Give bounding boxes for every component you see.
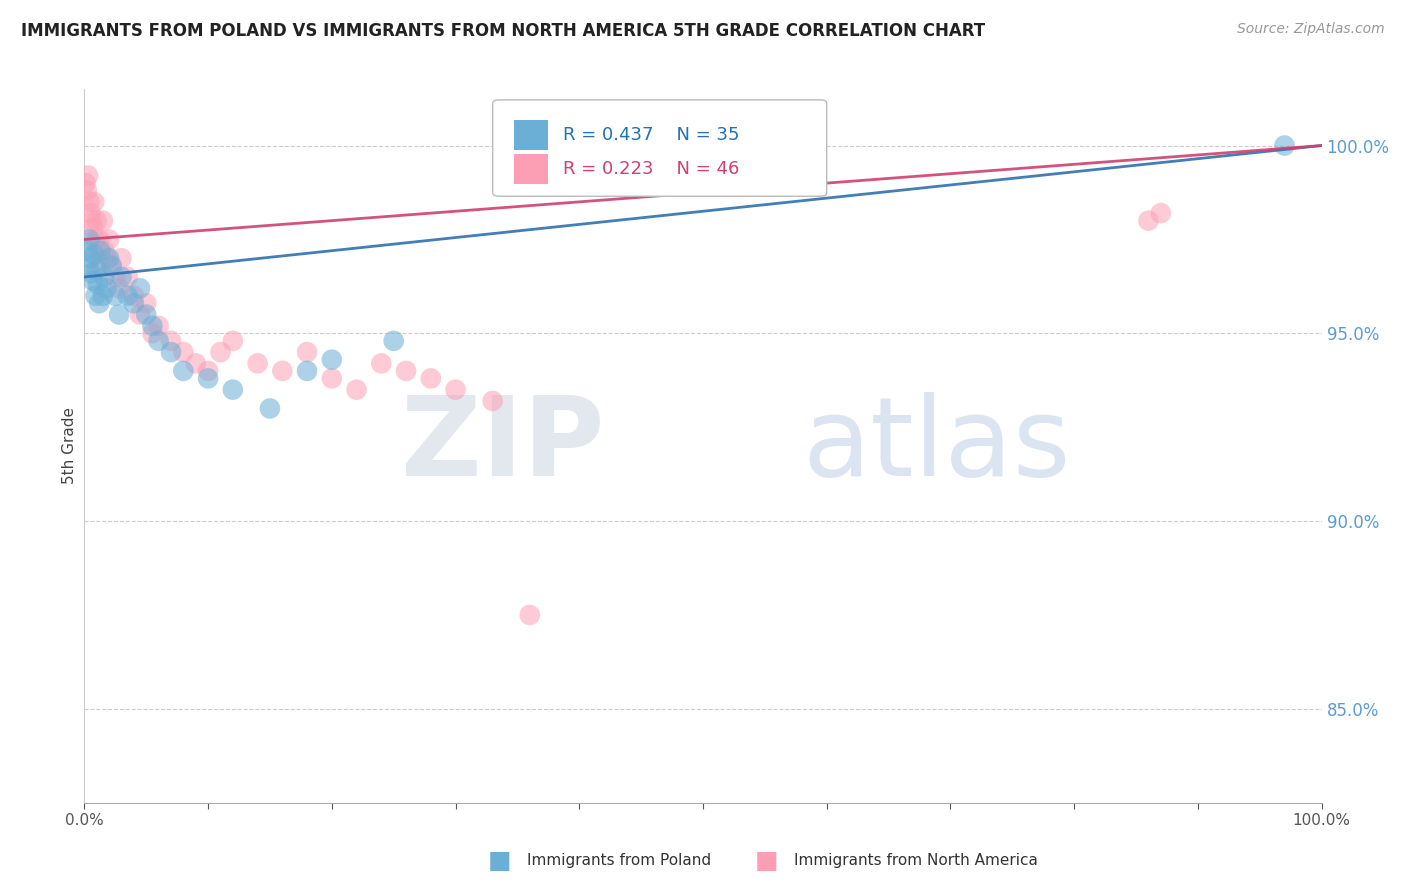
Point	[76, 244, 98, 258]
Point	[222, 334, 245, 348]
Text: atlas: atlas	[801, 392, 1070, 500]
Point	[91, 213, 114, 227]
Text: Source: ZipAtlas.com: Source: ZipAtlas.com	[1237, 22, 1385, 37]
Point	[93, 244, 115, 258]
Point	[172, 364, 194, 378]
Point	[110, 251, 132, 265]
Point	[382, 334, 405, 348]
Point	[87, 277, 110, 292]
Point	[86, 262, 108, 277]
Point	[108, 308, 131, 322]
Point	[395, 364, 418, 378]
Point	[209, 345, 232, 359]
Point	[83, 247, 105, 261]
Point	[84, 289, 107, 303]
Point	[96, 281, 118, 295]
Y-axis label: 5th Grade: 5th Grade	[62, 408, 77, 484]
Point	[222, 383, 245, 397]
Point	[246, 356, 269, 370]
Point	[160, 334, 183, 348]
Point	[295, 345, 318, 359]
Point	[76, 184, 98, 198]
Point	[259, 401, 281, 416]
Point	[93, 270, 115, 285]
Point	[122, 289, 145, 303]
Point	[160, 345, 183, 359]
Point	[96, 251, 118, 265]
Point	[77, 169, 100, 183]
Point	[141, 326, 163, 341]
Point	[444, 383, 467, 397]
FancyBboxPatch shape	[492, 100, 827, 196]
FancyBboxPatch shape	[513, 154, 548, 184]
Point	[295, 364, 318, 378]
Point	[419, 371, 441, 385]
Point	[80, 266, 103, 280]
Point	[117, 270, 139, 285]
Point	[271, 364, 294, 378]
Point	[80, 213, 103, 227]
Point	[79, 232, 101, 246]
Point	[135, 296, 157, 310]
Point	[117, 289, 139, 303]
Point	[89, 244, 111, 258]
Point	[86, 213, 108, 227]
Point	[197, 371, 219, 385]
Point	[98, 251, 121, 265]
Point	[82, 274, 104, 288]
Point	[79, 206, 101, 220]
Point	[141, 318, 163, 333]
Point	[82, 221, 104, 235]
Point	[1137, 213, 1160, 227]
Text: R = 0.437    N = 35: R = 0.437 N = 35	[564, 126, 740, 144]
Text: ■: ■	[488, 849, 510, 872]
Point	[370, 356, 392, 370]
Text: Immigrants from Poland: Immigrants from Poland	[527, 854, 711, 868]
Point	[84, 232, 107, 246]
Point	[89, 296, 111, 310]
Point	[135, 308, 157, 322]
Point	[148, 334, 170, 348]
Point	[1150, 206, 1173, 220]
Point	[89, 259, 111, 273]
Point	[100, 259, 122, 273]
Point	[129, 281, 152, 295]
Point	[79, 251, 101, 265]
Point	[110, 270, 132, 285]
Point	[148, 318, 170, 333]
Point	[87, 244, 110, 258]
Point	[519, 607, 541, 622]
Point	[122, 296, 145, 310]
Point	[481, 393, 503, 408]
Text: ■: ■	[755, 849, 778, 872]
Text: R = 0.223    N = 46: R = 0.223 N = 46	[564, 161, 740, 178]
Point	[75, 176, 97, 190]
Point	[104, 270, 127, 285]
Point	[91, 289, 114, 303]
FancyBboxPatch shape	[513, 120, 548, 150]
Text: ZIP: ZIP	[401, 392, 605, 500]
Point	[197, 364, 219, 378]
Point	[321, 352, 343, 367]
Text: IMMIGRANTS FROM POLAND VS IMMIGRANTS FROM NORTH AMERICA 5TH GRADE CORRELATION CH: IMMIGRANTS FROM POLAND VS IMMIGRANTS FRO…	[21, 22, 986, 40]
Point	[108, 281, 131, 295]
Point	[172, 345, 194, 359]
Point	[98, 232, 121, 246]
Point	[104, 289, 127, 303]
Point	[321, 371, 343, 385]
Point	[184, 356, 207, 370]
Text: Immigrants from North America: Immigrants from North America	[794, 854, 1038, 868]
Point	[1274, 138, 1296, 153]
Point	[346, 383, 368, 397]
Point	[79, 194, 101, 209]
Point	[77, 259, 100, 273]
Point	[89, 232, 111, 246]
Point	[83, 194, 105, 209]
Point	[129, 308, 152, 322]
Point	[100, 259, 122, 273]
